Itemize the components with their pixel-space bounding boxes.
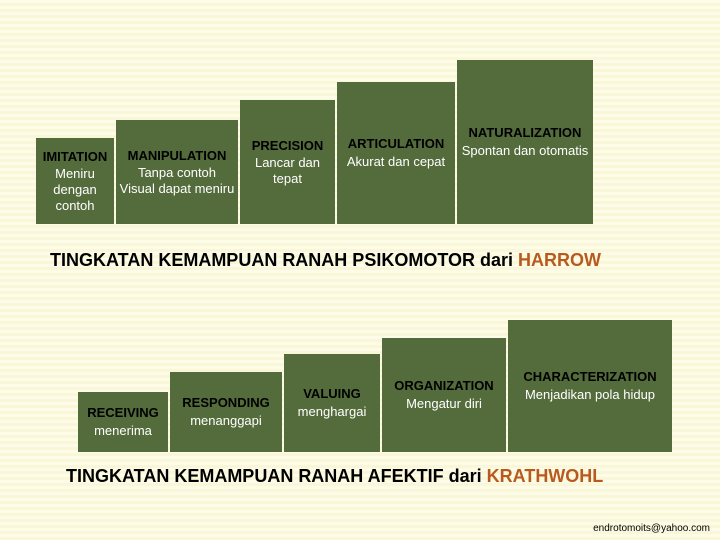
box-desc: Meniru dengan contoh bbox=[39, 166, 111, 213]
box-receiving: RECEIVING menerima bbox=[78, 392, 168, 452]
heading-accent: HARROW bbox=[518, 250, 601, 270]
box-organization: ORGANIZATION Mengatur diri bbox=[382, 338, 506, 452]
box-imitation: IMITATION Meniru dengan contoh bbox=[36, 138, 114, 224]
box-label: RECEIVING bbox=[87, 405, 159, 421]
box-valuing: VALUING menghargai bbox=[284, 354, 380, 452]
heading-psychomotor: TINGKATAN KEMAMPUAN RANAH PSIKOMOTOR dar… bbox=[50, 250, 670, 271]
box-naturalization: NATURALIZATION Spontan dan otomatis bbox=[457, 60, 593, 224]
box-desc: Menjadikan pola hidup bbox=[525, 387, 655, 403]
box-label: PRECISION bbox=[252, 138, 324, 154]
heading-accent: KRATHWOHL bbox=[487, 466, 604, 486]
box-responding: RESPONDING menanggapi bbox=[170, 372, 282, 452]
box-desc: menanggapi bbox=[190, 413, 262, 429]
box-label: CHARACTERIZATION bbox=[523, 369, 656, 385]
heading-main: TINGKATAN KEMAMPUAN RANAH PSIKOMOTOR dar… bbox=[50, 250, 518, 270]
box-precision: PRECISION Lancar dan tepat bbox=[240, 100, 335, 224]
box-desc: Akurat dan cepat bbox=[347, 154, 445, 170]
box-desc: menghargai bbox=[298, 404, 367, 420]
box-desc: menerima bbox=[94, 423, 152, 439]
heading-affective: TINGKATAN KEMAMPUAN RANAH AFEKTIF dari K… bbox=[66, 466, 686, 487]
box-label: RESPONDING bbox=[182, 395, 269, 411]
footer-contact: endrotomoits@yahoo.com bbox=[593, 523, 710, 534]
box-desc: Spontan dan otomatis bbox=[462, 143, 588, 159]
box-desc: Mengatur diri bbox=[406, 396, 482, 412]
heading-main: TINGKATAN KEMAMPUAN RANAH AFEKTIF dari bbox=[66, 466, 487, 486]
box-label: NATURALIZATION bbox=[469, 125, 582, 141]
box-characterization: CHARACTERIZATION Menjadikan pola hidup bbox=[508, 320, 672, 452]
box-label: VALUING bbox=[303, 386, 361, 402]
box-label: ARTICULATION bbox=[348, 136, 445, 152]
box-desc: Lancar dan tepat bbox=[243, 155, 332, 186]
box-label: ORGANIZATION bbox=[394, 378, 493, 394]
box-label: IMITATION bbox=[43, 149, 108, 165]
box-label: MANIPULATION bbox=[128, 148, 227, 164]
box-manipulation: MANIPULATION Tanpa contoh Visual dapat m… bbox=[116, 120, 238, 224]
box-articulation: ARTICULATION Akurat dan cepat bbox=[337, 82, 455, 224]
box-desc: Tanpa contoh Visual dapat meniru bbox=[119, 165, 235, 196]
